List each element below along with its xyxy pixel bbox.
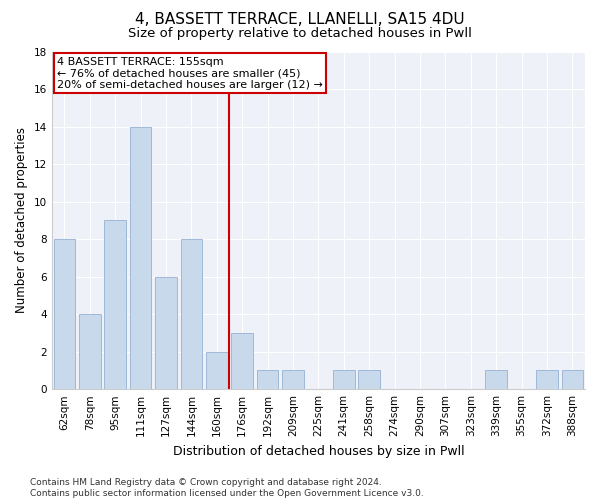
Bar — [53, 239, 75, 389]
Text: Contains HM Land Registry data © Crown copyright and database right 2024.
Contai: Contains HM Land Registry data © Crown c… — [30, 478, 424, 498]
Bar — [257, 370, 278, 389]
Text: 4 BASSETT TERRACE: 155sqm
← 76% of detached houses are smaller (45)
20% of semi-: 4 BASSETT TERRACE: 155sqm ← 76% of detac… — [57, 56, 323, 90]
X-axis label: Distribution of detached houses by size in Pwll: Distribution of detached houses by size … — [173, 444, 464, 458]
Bar — [282, 370, 304, 389]
Bar — [181, 239, 202, 389]
Bar — [358, 370, 380, 389]
Bar — [232, 333, 253, 389]
Bar — [130, 126, 151, 389]
Text: 4, BASSETT TERRACE, LLANELLI, SA15 4DU: 4, BASSETT TERRACE, LLANELLI, SA15 4DU — [135, 12, 465, 28]
Bar — [79, 314, 101, 389]
Bar — [206, 352, 227, 389]
Bar — [333, 370, 355, 389]
Bar — [485, 370, 507, 389]
Bar — [155, 276, 177, 389]
Y-axis label: Number of detached properties: Number of detached properties — [15, 128, 28, 314]
Text: Size of property relative to detached houses in Pwll: Size of property relative to detached ho… — [128, 28, 472, 40]
Bar — [562, 370, 583, 389]
Bar — [536, 370, 557, 389]
Bar — [104, 220, 126, 389]
